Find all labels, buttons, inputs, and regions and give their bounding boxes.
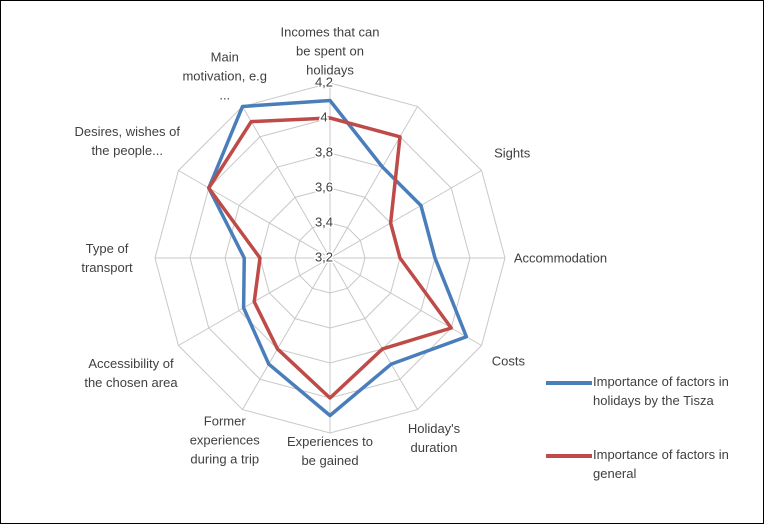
series-line [207, 116, 453, 400]
legend-label: Importance of factors in holidays by the… [593, 374, 729, 408]
tick-label: 4 [320, 109, 327, 124]
category-label: Incomes that can be spent on holidays [280, 24, 380, 78]
spoke [329, 257, 482, 346]
category-label: Costs [491, 353, 525, 369]
tick-label: 4,2 [315, 74, 333, 89]
spoke [242, 257, 331, 410]
category-label: Type of transport [81, 241, 133, 275]
spoke [329, 257, 418, 410]
spoke [242, 106, 331, 259]
spoke [178, 170, 331, 259]
category-label: Accessibility of the chosen area [84, 355, 178, 390]
category-label: Main motivation, e.g ... [182, 49, 268, 103]
legend-label: Importance of factors in general [593, 447, 729, 481]
category-label: Sights [494, 145, 531, 161]
category-label: Desires, wishes of the people... [74, 123, 180, 158]
legend-swatch [546, 381, 592, 385]
tick-label: 3,2 [315, 249, 333, 264]
category-label: Former experiences during a trip [189, 413, 260, 467]
tick-label: 3,6 [315, 179, 333, 194]
spoke [329, 106, 418, 259]
category-label: Accommodation [513, 250, 608, 266]
category-label: Holiday's duration [407, 421, 461, 456]
spoke [329, 170, 482, 259]
grid-ring [294, 222, 366, 294]
tick-label: 3,8 [315, 144, 333, 159]
category-label: Experiences to be gained [287, 434, 373, 468]
grid-ring [154, 82, 506, 434]
tick-label: 3,4 [315, 214, 333, 229]
legend-swatch [546, 454, 592, 458]
